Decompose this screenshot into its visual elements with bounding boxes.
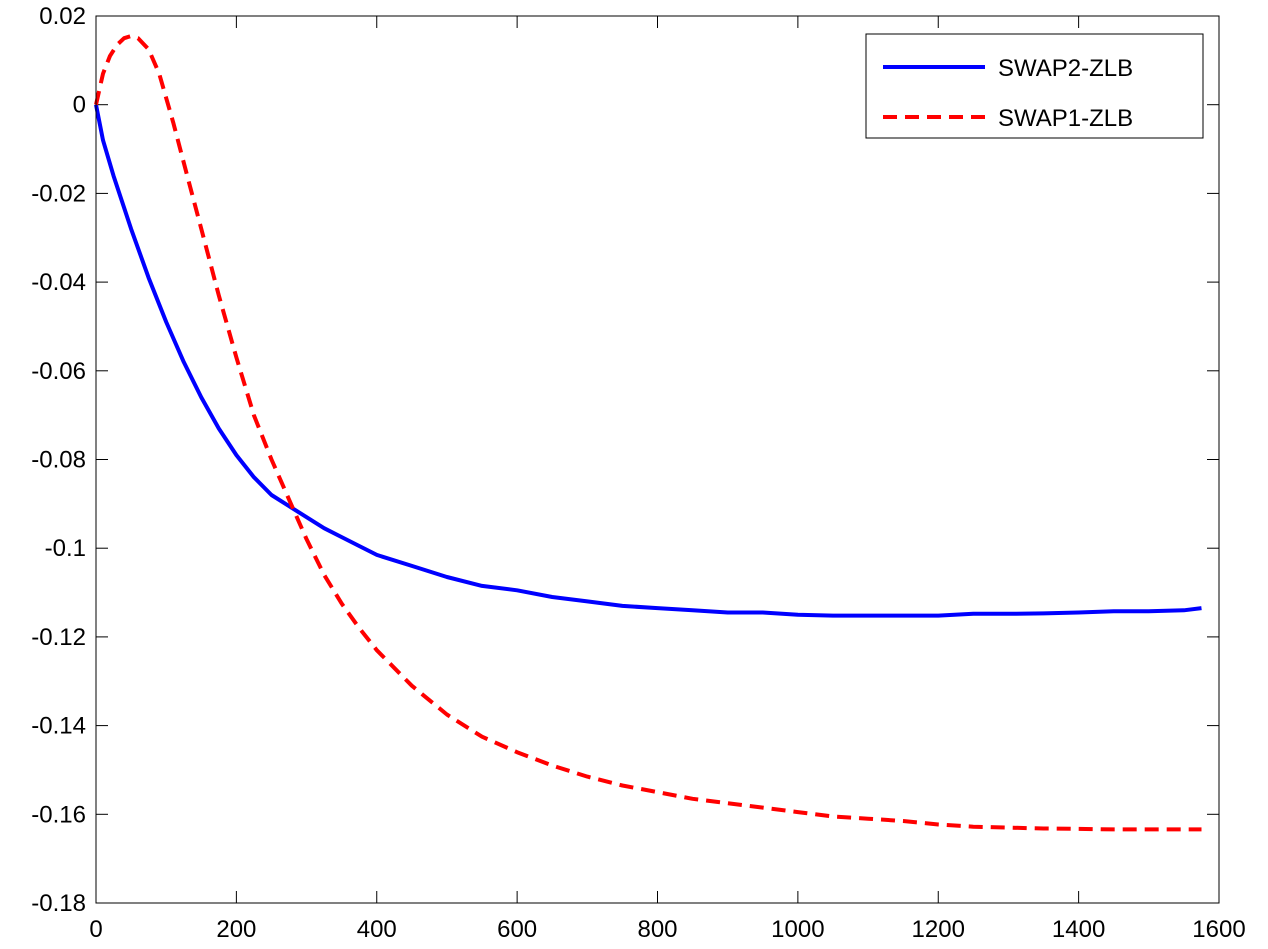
legend-label-swap2-zlb: SWAP2-ZLB <box>998 55 1133 82</box>
y-tick-label: 0.02 <box>39 3 86 30</box>
x-tick-label: 800 <box>637 916 677 943</box>
legend-label-swap1-zlb: SWAP1-ZLB <box>998 105 1133 132</box>
y-tick-label: -0.02 <box>31 180 86 207</box>
y-axis: 0.02 0 -0.02 -0.04 -0.06 -0.08 -0.1 -0.12 -0.14 -… <box>31 3 1219 917</box>
x-tick-label: 1600 <box>1192 916 1245 943</box>
y-tick-label: -0.14 <box>31 713 86 740</box>
legend-box <box>865 33 1204 139</box>
x-tick-label: 400 <box>357 916 397 943</box>
plot-frame <box>95 15 1220 904</box>
series-line-swap2-zlb <box>94 104 1202 618</box>
x-tick-label: 1400 <box>1052 916 1105 943</box>
series-line-swap1-zlb <box>94 34 1202 832</box>
x-tick-label: 200 <box>216 916 256 943</box>
legend: SWAP2-ZLB SWAP1-ZLB <box>865 33 1204 139</box>
x-tick-label: 0 <box>89 916 102 943</box>
y-tick-label: -0.1 <box>45 535 86 562</box>
y-tick-label: -0.16 <box>31 801 86 828</box>
x-tick-label: 1200 <box>912 916 965 943</box>
y-tick-label: -0.12 <box>31 624 86 651</box>
series-layer <box>94 34 1202 832</box>
y-tick-label: -0.08 <box>31 447 86 474</box>
y-tick-label: -0.04 <box>31 269 86 296</box>
y-tick-label: -0.18 <box>31 890 86 917</box>
x-axis: 0 200 400 600 800 1000 1200 1400 1600 <box>89 16 1246 943</box>
y-tick-label: 0 <box>73 92 86 119</box>
x-tick-label: 600 <box>497 916 537 943</box>
y-tick-label: -0.06 <box>31 358 86 385</box>
x-tick-label: 1000 <box>771 916 824 943</box>
